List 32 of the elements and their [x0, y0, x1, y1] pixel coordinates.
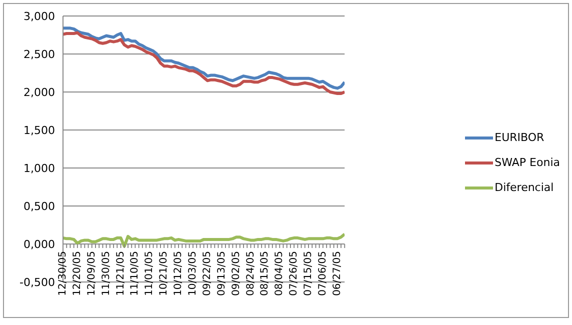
x-tick-label: 09/22/05: [202, 251, 213, 296]
x-tick-label: 08/24/05: [245, 251, 256, 296]
legend-label: SWAP Eonia: [494, 156, 560, 169]
y-tick-label: 2,500: [24, 48, 55, 61]
x-tick-label: 08/04/05: [274, 251, 286, 296]
legend-label: Diferencial: [494, 181, 554, 194]
x-tick-label: 11/10/05: [130, 251, 141, 296]
x-tick-label: 10/21/05: [158, 251, 170, 296]
x-tick-label: 09/02/05: [230, 251, 242, 296]
x-tick-label: 10/12/05: [173, 251, 184, 296]
x-tick-label: 08/15/05: [260, 251, 271, 296]
x-tick-label: 11/01/05: [144, 251, 156, 296]
x-tick-label: 10/03/05: [187, 251, 198, 296]
x-tick-label: 12/09/05: [86, 251, 98, 296]
x-tick-label: 06/27/05: [332, 251, 343, 296]
y-tick-label: 0,000: [24, 238, 55, 251]
x-tick-label: 11/30/05: [100, 251, 112, 296]
y-tick-label: 1,500: [24, 124, 55, 137]
x-tick-label: 11/21/05: [115, 251, 126, 296]
x-tick-label: 09/13/05: [216, 251, 228, 296]
y-tick-label: 1,000: [24, 162, 55, 175]
line-series: [63, 232, 345, 248]
x-tick-label: 07/06/05: [317, 251, 328, 296]
legend-label: EURIBOR: [494, 131, 544, 144]
x-tick-label: 07/15/05: [303, 251, 314, 296]
y-tick-label: 2,000: [24, 86, 55, 99]
x-tick-label: 12/20/05: [72, 251, 83, 296]
y-tick-label: -0,500: [20, 276, 55, 289]
y-tick-label: 0,500: [24, 200, 55, 213]
x-tick-label: 12/30/05: [58, 251, 68, 296]
x-tick-label: 07/26/05: [288, 251, 300, 296]
y-tick-label: 3,000: [24, 10, 55, 23]
